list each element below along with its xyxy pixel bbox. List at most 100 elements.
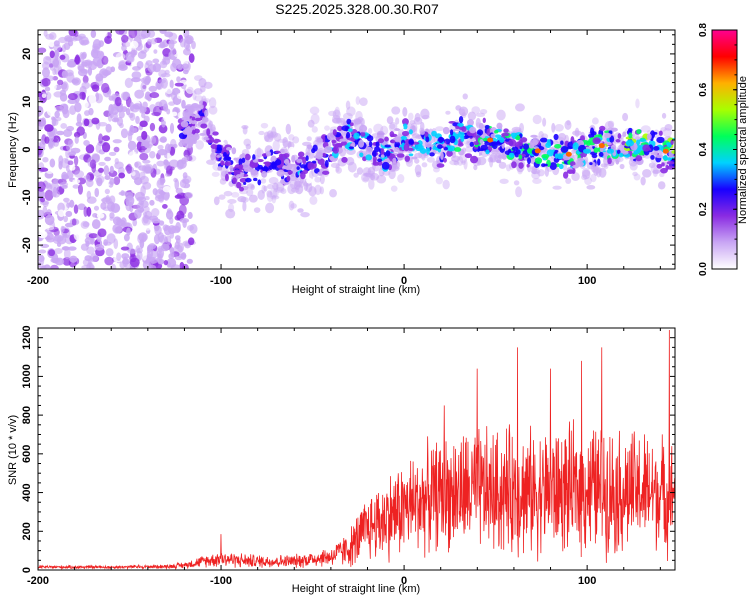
spectrogram-ridge-blob: [278, 153, 284, 159]
spectrogram-noise-blob: [151, 218, 161, 224]
spectrogram-halo-blob: [342, 112, 353, 121]
spectrogram-noise-blob: [50, 116, 56, 121]
spectrogram-noise-blob: [42, 201, 49, 208]
spectrogram-ridge-blob: [476, 129, 484, 136]
spectrogram-ridge-blob: [184, 109, 193, 116]
spectrogram-noise-blob: [116, 116, 124, 127]
spectrogram-ridge-blob: [224, 161, 232, 166]
spectrogram-ridge-blob: [293, 146, 301, 150]
spectrogram-noise-blob: [172, 201, 179, 208]
spectrogram-ridge-blob: [496, 159, 502, 164]
spectrogram-noise-blob: [102, 135, 111, 142]
spectrogram-noise-blob: [129, 124, 135, 136]
spectrogram-halo-blob: [241, 125, 249, 130]
spectrogram-noise-blob: [104, 156, 111, 162]
spectrogram-halo-blob: [227, 199, 237, 204]
spectrogram-ridge-blob: [501, 132, 510, 137]
spectrogram-ridge-blob: [389, 131, 395, 138]
spectrogram-halo-blob: [330, 162, 341, 169]
spectrogram-noise-blob: [169, 159, 179, 168]
spectrogram-halo-blob: [370, 174, 376, 180]
spectrogram-noise-blob: [57, 79, 64, 86]
spectrogram-noise-blob: [134, 89, 145, 99]
spectrogram-halo-blob: [487, 157, 494, 163]
spectrogram-noise-blob: [166, 257, 177, 268]
spectrogram-ridge-blob: [261, 170, 268, 178]
spectrogram-ridge-blob: [181, 116, 189, 121]
spectrogram-noise-blob: [120, 91, 129, 101]
spectrogram-ridge-blob: [297, 151, 305, 158]
spectrogram-halo-blob: [467, 111, 477, 121]
spectrogram-noise-blob: [142, 159, 151, 164]
spectrogram-noise-blob: [83, 139, 90, 147]
spectrogram-ridge-blob: [274, 150, 282, 154]
spectrogram-y-axis: -20 -10 0 10 20: [21, 34, 675, 265]
spectrogram-ridge-blob: [449, 135, 456, 144]
colorbar-tick-label: 0.4: [698, 142, 709, 156]
spectrogram-noise-blob: [53, 234, 64, 242]
spectrogram-ridge-blob: [180, 120, 189, 128]
spectrogram-halo-blob: [386, 116, 394, 125]
x-tick-label: 0: [401, 275, 407, 287]
spectrogram-noise-blob: [140, 49, 148, 54]
snr-panel: -200 -100 0 100 0 200 400 600 800 1000 1200 Heigh…: [7, 325, 676, 595]
spectrogram-ridge-blob: [389, 139, 396, 144]
spectrogram-ridge-blob: [360, 131, 366, 137]
spectrogram-halo-blob: [435, 176, 444, 185]
spectrogram-x-label: Height of straight line (km): [292, 284, 420, 296]
spectrogram-noise-blob: [115, 52, 126, 61]
spectrogram-ridge-blob: [429, 152, 435, 157]
spectrogram-noise-blob: [179, 179, 187, 188]
spectrogram-halo-blob: [194, 95, 203, 102]
spectrogram-ridge-blob: [622, 131, 627, 138]
spectrogram-halo-blob: [598, 167, 607, 178]
spectrogram-noise-blob: [102, 196, 112, 205]
spectrogram-ridge-blob: [312, 144, 318, 152]
spectrogram-noise-blob: [95, 175, 105, 184]
spectrogram-noise-blob: [106, 233, 116, 244]
spectrogram-halo-blob: [331, 117, 342, 124]
spectrogram-ridge-blob: [365, 154, 373, 161]
spectrogram-noise-blob: [52, 68, 57, 76]
spectrogram-halo-blob: [187, 155, 197, 162]
y-tick-label: 10: [21, 96, 33, 108]
spectrogram-ridge-blob: [380, 148, 385, 156]
spectrogram-ridge-blob: [526, 163, 530, 168]
spectrogram-noise-blob: [128, 30, 138, 39]
spectrogram-halo-blob: [496, 109, 506, 121]
spectrogram-noise-blob: [62, 108, 70, 119]
spectrogram-ridge-blob: [216, 147, 223, 151]
spectrogram-noise-blob: [148, 264, 157, 269]
spectrogram-noise-blob: [42, 205, 48, 216]
spectrogram-noise-blob: [83, 118, 90, 127]
spectrogram-noise-blob: [81, 264, 92, 269]
spectrogram-ridge-blob: [287, 170, 293, 175]
spectrogram-ridge-blob: [604, 132, 612, 139]
spectrogram-ridge-blob: [396, 153, 405, 158]
spectrogram-noise-blob: [163, 113, 173, 123]
spectrogram-ridge-blob: [394, 128, 400, 131]
spectrogram-ridge-blob: [375, 141, 380, 148]
spectrogram-halo-blob: [479, 109, 488, 115]
spectrogram-noise-blob: [159, 136, 167, 143]
spectrogram-ridge-blob: [446, 150, 453, 157]
spectrogram-noise-blob: [139, 105, 145, 114]
spectrogram-ridge-blob: [408, 153, 414, 157]
spectrogram-noise-blob: [128, 151, 138, 162]
spectrogram-ridge-blob: [590, 131, 597, 136]
x-tick-label: 100: [578, 275, 596, 287]
spectrogram-ridge-blob: [448, 147, 453, 152]
spectrogram-noise-blob: [149, 92, 160, 99]
spectrogram-ridge-blob: [407, 147, 414, 151]
spectrogram-ridge-blob: [437, 144, 443, 149]
spectrogram-ridge-blob: [252, 154, 256, 161]
spectrogram-ridge-blob: [494, 129, 499, 134]
spectrogram-noise-blob: [158, 79, 166, 84]
spectrogram-noise-blob: [72, 184, 80, 189]
spectrogram-noise-blob: [174, 241, 180, 250]
spectrogram-noise-blob: [49, 50, 55, 59]
spectrogram-noise-blob: [108, 151, 117, 156]
colorbar-scale: [711, 29, 738, 270]
spectrogram-noise-blob: [110, 106, 119, 115]
spectrogram-noise-blob: [95, 113, 104, 120]
